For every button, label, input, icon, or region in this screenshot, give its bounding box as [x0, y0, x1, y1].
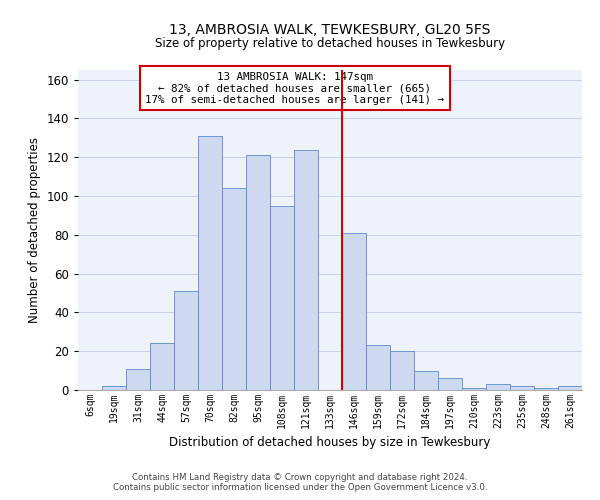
- Bar: [342, 233, 366, 390]
- Text: Contains HM Land Registry data © Crown copyright and database right 2024.
Contai: Contains HM Land Registry data © Crown c…: [113, 473, 487, 492]
- Bar: [270, 206, 294, 390]
- Bar: [510, 386, 534, 390]
- Text: Size of property relative to detached houses in Tewkesbury: Size of property relative to detached ho…: [155, 38, 505, 51]
- Bar: [174, 291, 198, 390]
- Bar: [414, 370, 438, 390]
- X-axis label: Distribution of detached houses by size in Tewkesbury: Distribution of detached houses by size …: [169, 436, 491, 450]
- Bar: [390, 351, 414, 390]
- Bar: [366, 346, 390, 390]
- Bar: [462, 388, 486, 390]
- Bar: [534, 388, 558, 390]
- Bar: [438, 378, 462, 390]
- Bar: [222, 188, 246, 390]
- Bar: [126, 368, 150, 390]
- Bar: [198, 136, 222, 390]
- Text: 13, AMBROSIA WALK, TEWKESBURY, GL20 5FS: 13, AMBROSIA WALK, TEWKESBURY, GL20 5FS: [169, 22, 491, 36]
- Bar: [486, 384, 510, 390]
- Y-axis label: Number of detached properties: Number of detached properties: [28, 137, 41, 323]
- Bar: [150, 344, 174, 390]
- Bar: [246, 156, 270, 390]
- Bar: [558, 386, 582, 390]
- Text: 13 AMBROSIA WALK: 147sqm
← 82% of detached houses are smaller (665)
17% of semi-: 13 AMBROSIA WALK: 147sqm ← 82% of detach…: [145, 72, 444, 105]
- Bar: [294, 150, 318, 390]
- Bar: [102, 386, 126, 390]
